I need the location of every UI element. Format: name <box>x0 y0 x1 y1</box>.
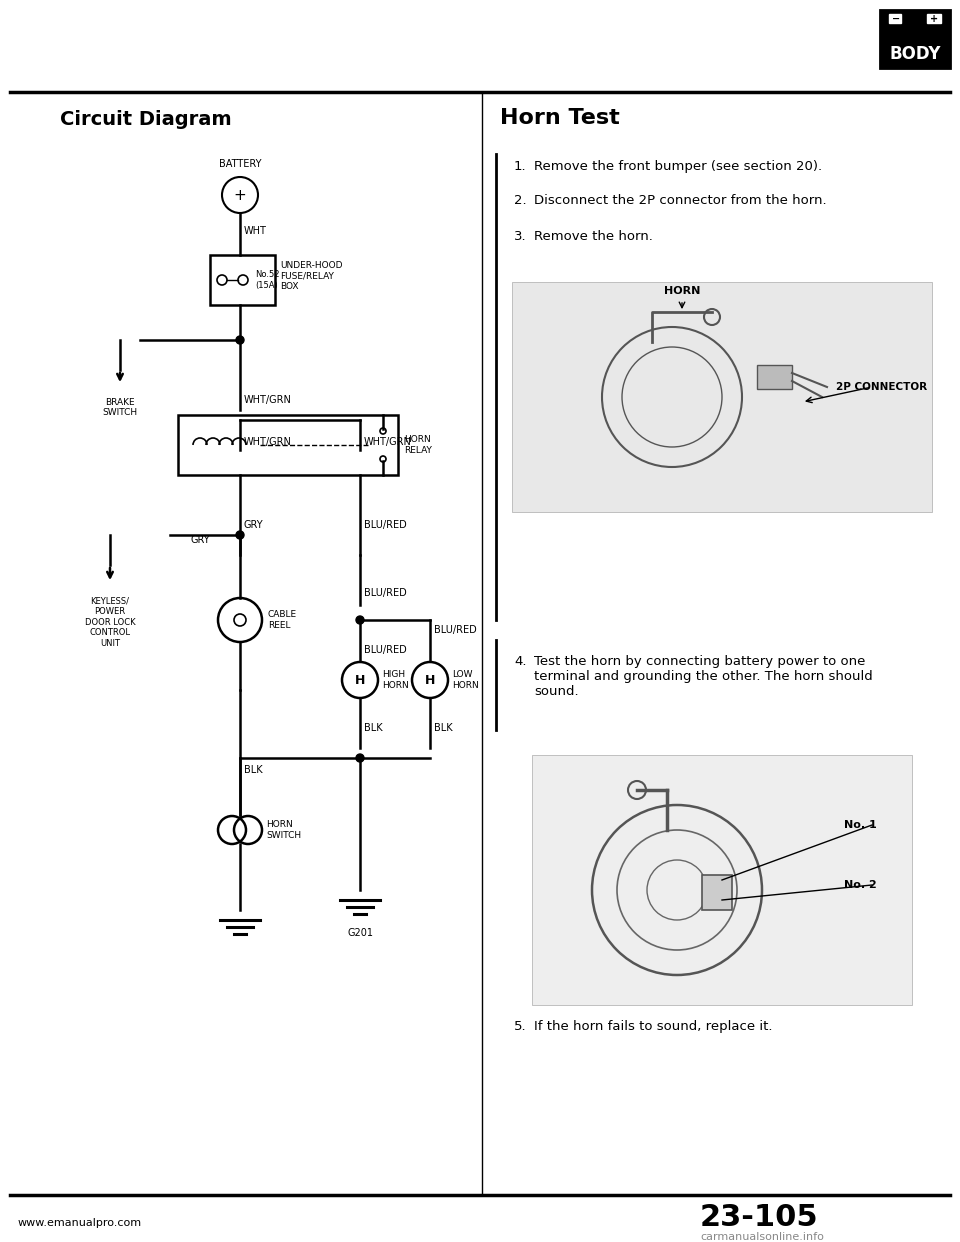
Text: BODY: BODY <box>889 45 941 63</box>
Text: www.emanualpro.com: www.emanualpro.com <box>18 1218 142 1228</box>
Text: H: H <box>355 673 365 687</box>
Text: Disconnect the 2P connector from the horn.: Disconnect the 2P connector from the hor… <box>534 194 827 207</box>
Text: BLU/RED: BLU/RED <box>434 625 477 635</box>
Text: HORN: HORN <box>663 286 700 296</box>
Text: Test the horn by connecting battery power to one
terminal and grounding the othe: Test the horn by connecting battery powe… <box>534 655 873 698</box>
Text: 2.: 2. <box>514 194 527 207</box>
Text: BLK: BLK <box>244 765 263 775</box>
Bar <box>889 14 901 24</box>
Circle shape <box>356 616 364 623</box>
Text: KEYLESS/
POWER
DOOR LOCK
CONTROL
UNIT: KEYLESS/ POWER DOOR LOCK CONTROL UNIT <box>84 597 135 647</box>
Text: −: − <box>892 14 900 24</box>
Text: Circuit Diagram: Circuit Diagram <box>60 111 231 129</box>
Text: HORN
RELAY: HORN RELAY <box>404 435 432 455</box>
Text: 3.: 3. <box>514 230 527 243</box>
Circle shape <box>356 754 364 763</box>
Text: If the horn fails to sound, replace it.: If the horn fails to sound, replace it. <box>534 1020 773 1033</box>
Text: 4.: 4. <box>514 655 526 668</box>
Circle shape <box>236 416 244 424</box>
Text: 2P CONNECTOR: 2P CONNECTOR <box>836 383 927 392</box>
Text: BRAKE
SWITCH: BRAKE SWITCH <box>103 397 137 417</box>
Text: HIGH
HORN: HIGH HORN <box>382 671 409 689</box>
Bar <box>880 10 950 68</box>
Text: WHT: WHT <box>244 226 267 236</box>
Text: WHT/GRN: WHT/GRN <box>244 437 292 447</box>
Text: CABLE
REEL: CABLE REEL <box>268 610 298 630</box>
Text: BLK: BLK <box>364 723 383 733</box>
Text: GRY: GRY <box>244 520 264 530</box>
Bar <box>926 14 942 24</box>
Text: No.52
(15A): No.52 (15A) <box>254 271 279 289</box>
Text: 5.: 5. <box>514 1020 527 1033</box>
Bar <box>888 14 902 24</box>
Text: H: H <box>425 673 435 687</box>
Text: Remove the front bumper (see section 20).: Remove the front bumper (see section 20)… <box>534 160 822 173</box>
Text: LOW
HORN: LOW HORN <box>452 671 479 689</box>
Circle shape <box>236 532 244 539</box>
Bar <box>512 282 932 512</box>
Text: WHT/GRN: WHT/GRN <box>244 395 292 405</box>
Text: 1.: 1. <box>514 160 527 173</box>
Text: carmanualsonline.info: carmanualsonline.info <box>700 1232 824 1242</box>
Text: HORN
SWITCH: HORN SWITCH <box>266 820 301 840</box>
Text: Remove the horn.: Remove the horn. <box>534 230 653 243</box>
Text: +: + <box>233 188 247 202</box>
Bar <box>210 255 275 306</box>
Text: G201: G201 <box>347 928 373 938</box>
Text: BATTERY: BATTERY <box>219 159 261 169</box>
Bar <box>757 365 792 389</box>
Bar <box>927 14 941 24</box>
Text: +: + <box>930 14 938 24</box>
Text: Horn Test: Horn Test <box>500 108 620 128</box>
Text: No. 2: No. 2 <box>844 881 877 891</box>
Circle shape <box>236 337 244 344</box>
Text: 23-105: 23-105 <box>700 1202 819 1232</box>
Text: UNDER-HOOD
FUSE/RELAY
BOX: UNDER-HOOD FUSE/RELAY BOX <box>280 261 343 291</box>
Bar <box>532 755 912 1005</box>
Text: No. 1: No. 1 <box>844 820 877 830</box>
Bar <box>702 876 732 910</box>
Text: WHT/GRN: WHT/GRN <box>364 437 412 447</box>
Bar <box>178 415 398 474</box>
Text: GRY: GRY <box>190 535 210 545</box>
Text: BLU/RED: BLU/RED <box>364 587 407 597</box>
Text: BLU/RED: BLU/RED <box>364 520 407 530</box>
Text: BLK: BLK <box>434 723 452 733</box>
Text: BLU/RED: BLU/RED <box>364 645 407 655</box>
